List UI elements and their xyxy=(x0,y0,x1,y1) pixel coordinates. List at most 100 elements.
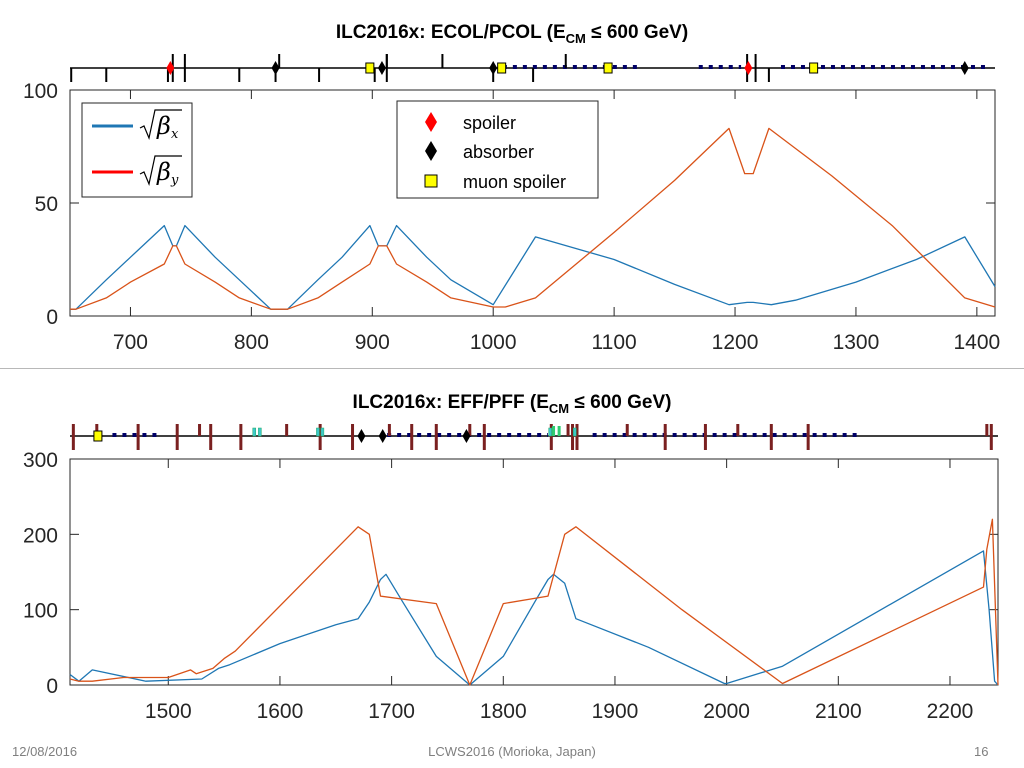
chart1-xtick-label: 900 xyxy=(355,331,390,354)
muon-spoiler-legend-label: muon spoiler xyxy=(463,172,566,192)
chart2-element-mark xyxy=(575,424,579,450)
chart1-plot: 700 800 900 1000 1100 1200 1300 1400 0 50 100 xyxy=(23,80,1000,354)
chart2-element-mark xyxy=(663,424,667,450)
chart2-teal-mark xyxy=(258,427,262,437)
chart2-element-mark xyxy=(468,424,472,436)
chart2-element-mark xyxy=(318,424,322,450)
chart2-absorber-marker xyxy=(357,429,366,443)
beta-legend-subscript: y xyxy=(170,173,179,188)
beta-legend-symbol: β xyxy=(156,158,171,186)
chart2-beamline-elements xyxy=(70,424,998,450)
chart1-xtick-label: 700 xyxy=(113,331,148,354)
chart1-ytick-label: 0 xyxy=(46,306,58,329)
beta-legend-box xyxy=(81,102,193,198)
chart1-title: ILC2016x: ECOL/PCOL (ECM ≤ 600 GeV) xyxy=(335,22,689,46)
chart2-xtick-label: 2000 xyxy=(703,700,750,723)
chart2-xtick-label: 2200 xyxy=(927,700,974,723)
slide-divider xyxy=(0,368,1024,369)
absorber-legend-label: absorber xyxy=(463,142,534,162)
chart1-xtick-label: 1400 xyxy=(954,331,1001,354)
chart2-element-mark xyxy=(136,424,140,450)
chart2-green-mark xyxy=(552,426,556,436)
chart1-beamline-elements xyxy=(70,54,995,82)
chart2-element-mark xyxy=(434,424,438,450)
chart1-series-betax-line xyxy=(70,224,996,310)
chart2-teal-mark xyxy=(320,427,325,437)
chart2-plot: 1500 1600 1700 1800 1900 2000 2100 2200 0 100 200 3… xyxy=(23,449,999,723)
chart2-ytick-label: 200 xyxy=(23,524,58,547)
beta-legend-subscript: x xyxy=(171,127,179,142)
chart2-element-mark xyxy=(209,424,213,450)
footer-page-number: 16 xyxy=(974,744,989,759)
chart2-element-mark xyxy=(239,424,243,450)
chart1-muon-spoiler-marker xyxy=(497,62,507,74)
chart2-element-mark xyxy=(989,424,993,450)
chart1-absorber-marker xyxy=(377,61,386,75)
chart2-xtick-label: 1900 xyxy=(592,700,639,723)
chart2-element-mark xyxy=(410,424,414,450)
chart2-element-mark xyxy=(71,424,75,450)
chart1-spoiler-marker xyxy=(166,61,175,75)
chart1-absorber-marker xyxy=(960,61,969,75)
chart2-ytick-label: 0 xyxy=(46,675,58,698)
chart2-series-orange-line xyxy=(69,518,999,686)
chart1-xtick-label: 1200 xyxy=(712,331,759,354)
footer-date: 12/08/2016 xyxy=(12,744,78,759)
sqrt-sign xyxy=(139,109,182,141)
chart2-element-mark xyxy=(482,424,486,450)
chart2-teal-mark xyxy=(548,427,552,437)
chart2-ytick-label: 100 xyxy=(23,600,58,623)
beta-legend-symbol: β xyxy=(156,112,171,140)
chart2-element-mark xyxy=(625,424,629,436)
footer-event: LCWS2016 (Morioka, Japan) xyxy=(428,744,596,759)
chart1-muon-spoiler-marker xyxy=(365,62,375,74)
element-legend: spoiler absorber muon spoiler xyxy=(396,100,599,199)
chart1-absorber-marker xyxy=(489,61,498,75)
chart2-title: ILC2016x: EFF/PFF (ECM ≤ 600 GeV) xyxy=(352,392,672,416)
chart2-element-mark xyxy=(703,424,707,450)
chart2-element-mark xyxy=(769,424,773,450)
beta-legend: β xβ y xyxy=(81,102,193,198)
chart2-xtick-label: 1700 xyxy=(368,700,415,723)
chart2-element-mark xyxy=(566,424,570,436)
chart2-absorber-marker xyxy=(378,429,387,443)
chart1-muon-spoiler-marker xyxy=(603,62,613,74)
chart2-element-mark xyxy=(175,424,179,450)
chart2-xtick-label: 1800 xyxy=(480,700,527,723)
chart2-xtick-label: 2100 xyxy=(815,700,862,723)
chart1-xtick-label: 1000 xyxy=(470,331,517,354)
spoiler-legend-label: spoiler xyxy=(463,113,516,133)
chart1-ytick-label: 50 xyxy=(35,193,58,216)
chart2-series-blue-line xyxy=(69,550,999,686)
chart1-ytick-label: 100 xyxy=(23,80,58,103)
chart2-muon-spoiler-marker xyxy=(93,430,103,442)
absorber-legend-icon xyxy=(425,141,437,161)
chart2-absorber-marker xyxy=(462,429,471,443)
muon-spoiler-legend-icon xyxy=(424,174,438,188)
chart2-element-mark xyxy=(736,424,740,436)
chart2-element-mark xyxy=(198,424,202,436)
chart2-axes-frame xyxy=(69,458,999,686)
chart2-teal-mark xyxy=(573,427,577,437)
chart2-element-mark xyxy=(95,424,99,436)
chart1-muon-spoiler-marker xyxy=(809,62,819,74)
chart1-spoiler-marker xyxy=(744,61,753,75)
chart2-element-mark xyxy=(351,424,355,450)
chart2-element-mark xyxy=(806,424,810,450)
chart2-teal-mark xyxy=(252,427,257,437)
chart1-series-betay-line xyxy=(70,127,996,310)
sqrt-sign xyxy=(139,155,182,187)
spoiler-legend-icon xyxy=(425,112,437,132)
chart2-teal-mark xyxy=(316,427,320,437)
chart2-element-mark xyxy=(571,424,575,450)
chart2-xtick-label: 1600 xyxy=(257,700,304,723)
chart1-xtick-label: 800 xyxy=(234,331,269,354)
chart2-xtick-label: 1500 xyxy=(145,700,192,723)
chart2-element-mark xyxy=(549,424,553,450)
chart2-green-mark xyxy=(557,426,561,436)
chart1-absorber-marker xyxy=(271,61,280,75)
chart2-element-mark xyxy=(985,424,989,436)
chart1-xtick-label: 1100 xyxy=(592,331,637,354)
chart1-xtick-label: 1300 xyxy=(833,331,880,354)
